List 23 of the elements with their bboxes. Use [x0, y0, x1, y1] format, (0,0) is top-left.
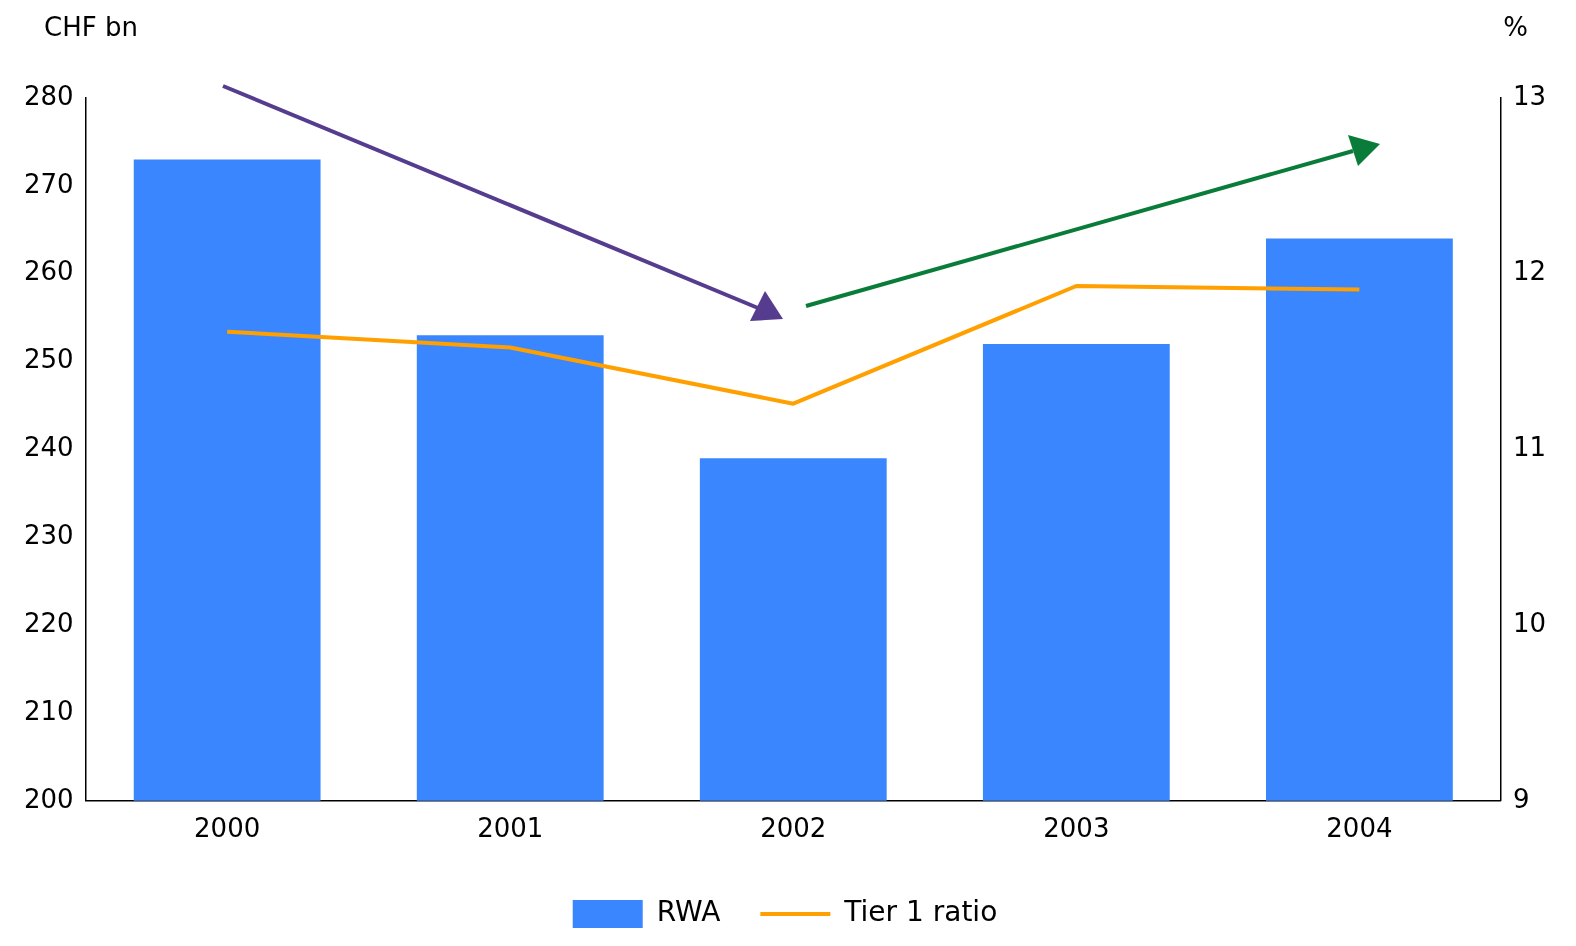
legend-label: Tier 1 ratio — [843, 895, 998, 929]
legend-label: RWA — [656, 895, 721, 929]
x-tick-label: 2000 — [194, 813, 261, 844]
y-tick-label: 230 — [23, 520, 74, 550]
x-tick-label: 2003 — [1043, 813, 1110, 844]
y-tick-label: 240 — [23, 432, 74, 463]
y-tick-label: 270 — [23, 168, 74, 199]
x-tick-label: 2002 — [760, 813, 827, 844]
y-tick-label: 250 — [23, 344, 74, 375]
y2-tick-label: 10 — [1512, 607, 1547, 638]
y2-tick-label: 11 — [1512, 432, 1547, 463]
y-axis-title: CHF bn — [44, 11, 138, 42]
y-tick-label: 210 — [23, 695, 74, 726]
y-tick-label: 220 — [23, 607, 74, 638]
y-tick-label: 200 — [23, 783, 74, 814]
y-tick-label: 280 — [23, 80, 74, 111]
x-tick-label: 2004 — [1326, 813, 1393, 844]
y2-tick-label: 12 — [1512, 256, 1547, 287]
y-tick-label: 260 — [23, 256, 74, 287]
y2-tick-label: 9 — [1512, 783, 1530, 814]
x-tick-label: 2001 — [477, 813, 544, 844]
y2-axis-title: % — [1503, 11, 1528, 42]
y2-tick-label: 13 — [1512, 80, 1547, 111]
